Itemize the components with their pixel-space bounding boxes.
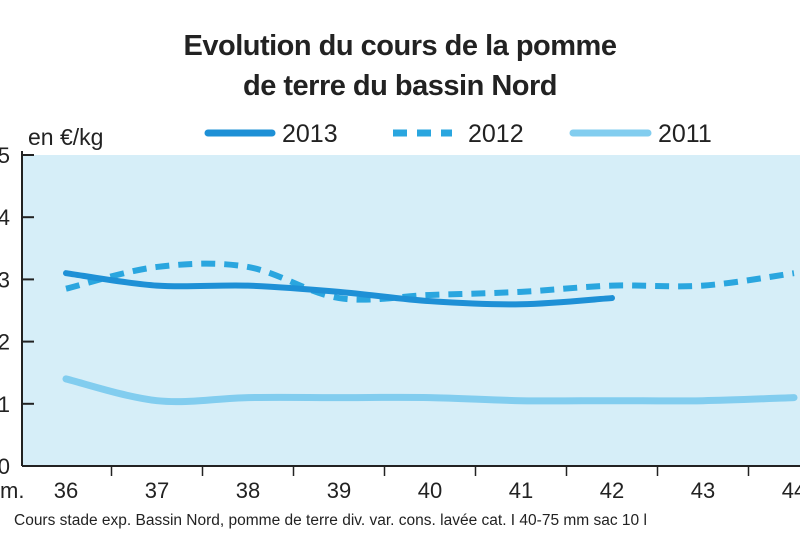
y-tick-label: 3 — [0, 267, 10, 292]
legend-label-2013: 2013 — [282, 120, 338, 148]
x-axis-label: m. — [0, 478, 24, 503]
y-tick-label: 5 — [0, 143, 10, 168]
series-line-2013 — [63, 270, 615, 308]
series-line-2011 — [62, 375, 798, 406]
x-tick-label: 39 — [327, 478, 351, 503]
legend: 2013 2012 2011 — [204, 120, 712, 148]
y-tick-label: 1 — [0, 392, 10, 417]
legend-label-2012: 2012 — [468, 120, 524, 148]
footnote: Cours stade exp. Bassin Nord, pomme de t… — [14, 512, 647, 529]
series-layer — [62, 260, 798, 406]
x-tick-label: 41 — [509, 478, 533, 503]
chart-title-line-2: de terre du bassin Nord — [242, 70, 558, 102]
chart-title-line-1: Evolution du cours de la pomme — [183, 30, 617, 62]
series-line-2012 — [65, 260, 795, 303]
y-tick-label: 2 — [0, 330, 10, 355]
x-tick-label: 43 — [691, 478, 715, 503]
plot-background — [22, 155, 800, 466]
x-tick-label: 36 — [54, 478, 78, 503]
x-tick-label: 38 — [236, 478, 260, 503]
x-tick-label: 37 — [145, 478, 169, 503]
y-tick-label: 0 — [0, 454, 10, 479]
y-axis-label: en €/kg — [28, 124, 103, 150]
y-tick-label: 4 — [0, 205, 10, 230]
legend-label-2011: 2011 — [658, 120, 712, 148]
axes: 0 1 2 3 4 5 en €/kg 36 37 38 39 40 41 42 43 44 m. — [0, 124, 800, 503]
x-tick-label: 42 — [600, 478, 624, 503]
x-tick-label: 44 — [782, 478, 800, 503]
x-tick-label: 40 — [418, 478, 442, 503]
plot-area — [22, 155, 800, 466]
